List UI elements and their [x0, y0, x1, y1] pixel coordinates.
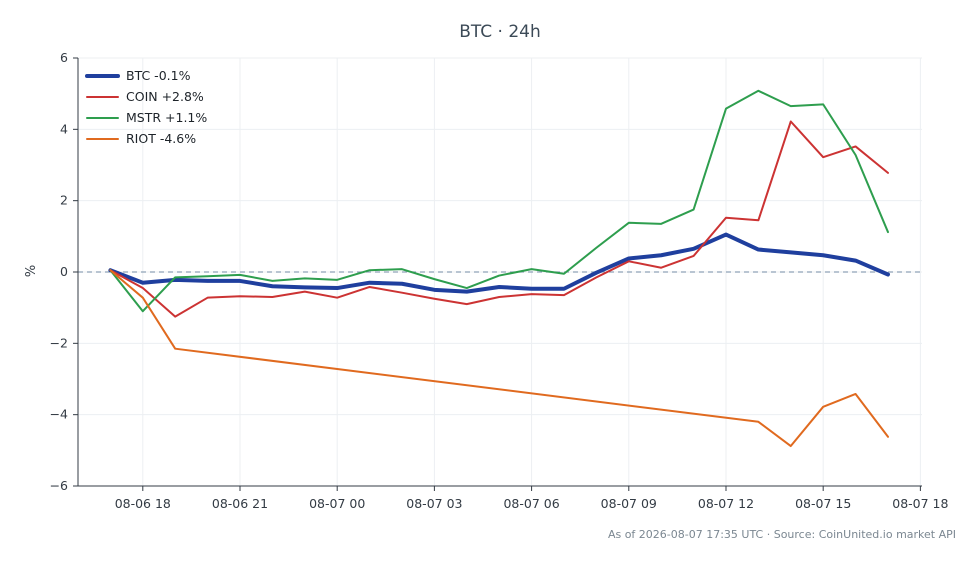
- series-line-coin-2-8: [109, 120, 889, 318]
- grid-lines: [78, 57, 922, 487]
- x-tick-label-0: 08-06 18: [115, 496, 171, 511]
- y-tick-label-0: 6: [60, 50, 68, 65]
- legend-label-coin-2-8: COIN +2.8%: [126, 89, 204, 104]
- y-tick-label-1: 4: [60, 121, 68, 136]
- legend-label-mstr-1-1: MSTR +1.1%: [126, 110, 207, 125]
- series-lines: [108, 89, 890, 448]
- series-line-riot-4-6: [109, 269, 889, 448]
- x-tick-label-8: 08-07 18: [892, 496, 948, 511]
- x-tick-label-5: 08-07 09: [601, 496, 657, 511]
- source-footer: As of 2026-08-07 17:35 UTC · Source: Coi…: [608, 528, 956, 541]
- x-tick-label-1: 08-06 21: [212, 496, 268, 511]
- series-line-mstr-1-1: [109, 89, 889, 313]
- y-tick-label-6: −6: [50, 478, 68, 493]
- axes: 08-06 18 08-06 21 08-07 00 08-07 03 08-07 06…: [50, 50, 949, 511]
- legend-label-btc-0-1: BTC -0.1%: [126, 68, 191, 83]
- x-tick-label-6: 08-07 12: [698, 496, 754, 511]
- y-axis-label: %: [24, 265, 39, 277]
- series-line-btc-0-1: [108, 232, 890, 294]
- y-tick-label-4: −2: [50, 335, 68, 350]
- x-tick-label-2: 08-07 00: [309, 496, 365, 511]
- x-tick-label-7: 08-07 15: [795, 496, 851, 511]
- y-tick-label-2: 2: [60, 193, 68, 208]
- y-tick-label-3: 0: [60, 264, 68, 279]
- x-tick-label-4: 08-07 06: [503, 496, 559, 511]
- legend: BTC -0.1% COIN +2.8% MSTR +1.1% RIOT -4.6%: [85, 68, 207, 146]
- y-tick-label-5: −4: [50, 407, 68, 422]
- legend-label-riot-4-6: RIOT -4.6%: [126, 131, 196, 146]
- chart-title: BTC · 24h: [459, 22, 541, 42]
- x-tick-label-3: 08-07 03: [406, 496, 462, 511]
